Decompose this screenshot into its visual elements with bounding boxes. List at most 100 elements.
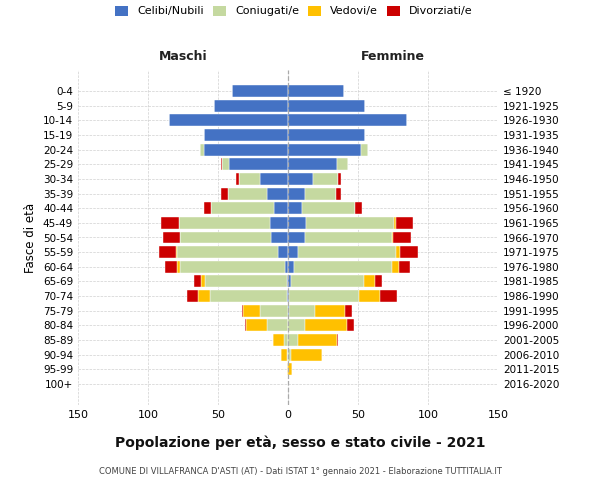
Bar [288, 100, 365, 112]
Bar [288, 144, 361, 156]
Bar [267, 320, 288, 332]
Bar [288, 290, 289, 302]
Bar [287, 290, 288, 302]
Bar [298, 246, 396, 258]
Bar [201, 276, 205, 287]
Bar [204, 144, 288, 156]
Bar [178, 246, 278, 258]
Bar [211, 202, 274, 214]
Bar [204, 202, 211, 214]
Bar [236, 173, 239, 185]
Bar [179, 217, 270, 229]
Bar [270, 217, 288, 229]
Bar [347, 320, 354, 332]
Bar [380, 290, 397, 302]
Bar [180, 232, 271, 243]
Bar [161, 217, 179, 229]
Bar [364, 276, 375, 287]
Bar [291, 348, 322, 360]
Bar [200, 144, 204, 156]
Y-axis label: Fasce di età: Fasce di età [25, 202, 37, 272]
Bar [305, 320, 347, 332]
Bar [346, 304, 352, 316]
Bar [302, 202, 355, 214]
Bar [355, 202, 362, 214]
Bar [205, 276, 287, 287]
Bar [306, 217, 394, 229]
Bar [288, 173, 313, 185]
Bar [232, 85, 288, 97]
Bar [337, 334, 338, 346]
Bar [338, 173, 341, 185]
Bar [314, 304, 346, 316]
Bar [245, 320, 246, 332]
Bar [288, 158, 337, 170]
Legend: Celibi/Nubili, Coniugati/e, Vedovi/e, Divorziati/e: Celibi/Nubili, Coniugati/e, Vedovi/e, Di… [111, 1, 477, 21]
Bar [398, 261, 410, 273]
Bar [288, 232, 305, 243]
Bar [260, 173, 288, 185]
Bar [288, 320, 305, 332]
Bar [392, 232, 393, 243]
Bar [246, 320, 267, 332]
Bar [400, 246, 418, 258]
Bar [396, 217, 413, 229]
Bar [163, 232, 180, 243]
Bar [278, 246, 288, 258]
Bar [288, 261, 293, 273]
Bar [288, 246, 298, 258]
Bar [396, 246, 400, 258]
Bar [180, 261, 285, 273]
Text: Maschi: Maschi [158, 50, 208, 64]
Text: Femmine: Femmine [361, 50, 425, 64]
Bar [281, 348, 287, 360]
Bar [199, 290, 209, 302]
Bar [337, 158, 348, 170]
Bar [228, 188, 267, 200]
Text: COMUNE DI VILLAFRANCA D'ASTI (AT) - Dati ISTAT 1° gennaio 2021 - Elaborazione TU: COMUNE DI VILLAFRANCA D'ASTI (AT) - Dati… [98, 468, 502, 476]
Bar [305, 188, 335, 200]
Bar [209, 290, 287, 302]
Text: Popolazione per età, sesso e stato civile - 2021: Popolazione per età, sesso e stato civil… [115, 435, 485, 450]
Bar [289, 290, 359, 302]
Bar [288, 129, 365, 141]
Bar [288, 188, 305, 200]
Bar [359, 290, 380, 302]
Bar [288, 114, 407, 126]
Bar [305, 232, 392, 243]
Bar [288, 304, 289, 316]
Bar [176, 246, 178, 258]
Bar [204, 129, 288, 141]
Bar [165, 261, 178, 273]
Bar [335, 188, 341, 200]
Bar [272, 334, 284, 346]
Bar [169, 114, 288, 126]
Bar [288, 276, 291, 287]
Bar [361, 144, 368, 156]
Bar [243, 304, 260, 316]
Bar [288, 334, 298, 346]
Bar [285, 261, 288, 273]
Bar [221, 188, 228, 200]
Bar [274, 202, 288, 214]
Bar [287, 348, 288, 360]
Bar [288, 363, 292, 375]
Bar [313, 173, 338, 185]
Bar [288, 202, 302, 214]
Bar [239, 173, 260, 185]
Bar [393, 232, 411, 243]
Bar [288, 85, 344, 97]
Bar [284, 334, 288, 346]
Bar [289, 304, 314, 316]
Bar [288, 348, 291, 360]
Bar [375, 276, 382, 287]
Bar [288, 217, 306, 229]
Bar [222, 158, 229, 170]
Bar [293, 261, 392, 273]
Bar [221, 158, 222, 170]
Bar [214, 100, 288, 112]
Bar [229, 158, 288, 170]
Bar [159, 246, 176, 258]
Bar [194, 276, 201, 287]
Bar [287, 276, 288, 287]
